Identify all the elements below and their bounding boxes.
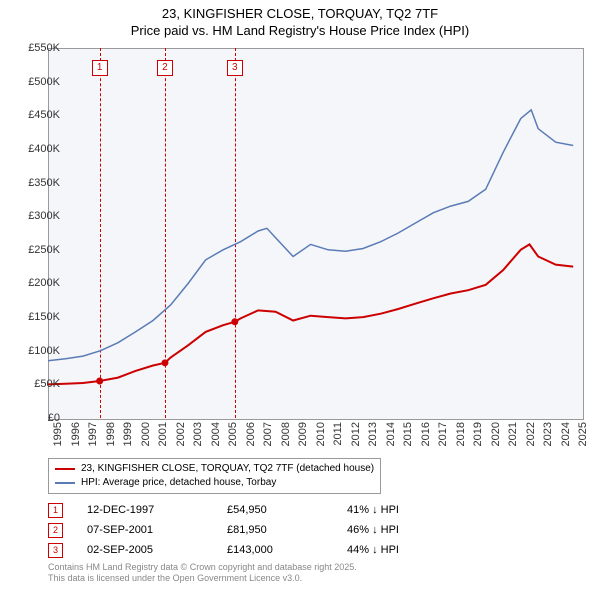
- event-marker-box: 1: [92, 60, 108, 76]
- event-table-row: 2 07-SEP-2001£81,95046% ↓ HPI: [48, 520, 457, 540]
- x-tick-label: 1995: [52, 422, 64, 456]
- event-price: £54,950: [227, 504, 347, 516]
- event-number-box: 1: [48, 503, 63, 518]
- x-tick-label: 2019: [472, 422, 484, 456]
- event-pct: 41% ↓ HPI: [347, 504, 457, 516]
- event-date: 12-DEC-1997: [87, 504, 227, 516]
- x-tick-label: 2014: [385, 422, 397, 456]
- x-tick-label: 2015: [402, 422, 414, 456]
- events-table: 1 12-DEC-1997£54,95041% ↓ HPI 2 07-SEP-2001…: [48, 500, 457, 560]
- y-tick-label: £450K: [18, 109, 60, 121]
- legend-swatch: [55, 468, 75, 470]
- x-tick-label: 2005: [227, 422, 239, 456]
- x-tick-label: 2012: [350, 422, 362, 456]
- x-tick-label: 2004: [210, 422, 222, 456]
- x-tick-label: 2021: [507, 422, 519, 456]
- x-tick-label: 2000: [140, 422, 152, 456]
- title-line1: 23, KINGFISHER CLOSE, TORQUAY, TQ2 7TF: [0, 6, 600, 23]
- event-number-box: 2: [48, 523, 63, 538]
- event-date: 02-SEP-2005: [87, 544, 227, 556]
- data-marker: [96, 378, 103, 385]
- y-tick-label: £350K: [18, 177, 60, 189]
- y-tick-label: £550K: [18, 42, 60, 54]
- x-tick-label: 2006: [245, 422, 257, 456]
- y-tick-label: £300K: [18, 210, 60, 222]
- x-tick-label: 2002: [175, 422, 187, 456]
- event-marker-box: 3: [227, 60, 243, 76]
- chart-lines: [48, 48, 582, 418]
- series-line: [48, 110, 573, 361]
- x-tick-label: 1998: [105, 422, 117, 456]
- legend-label: HPI: Average price, detached house, Torb…: [81, 476, 276, 490]
- legend-swatch: [55, 482, 75, 484]
- footer-line2: This data is licensed under the Open Gov…: [48, 573, 357, 584]
- x-tick-label: 2007: [262, 422, 274, 456]
- series-line: [48, 244, 573, 384]
- y-tick-label: £150K: [18, 311, 60, 323]
- y-tick-label: £100K: [18, 345, 60, 357]
- x-tick-label: 2011: [332, 422, 344, 456]
- x-tick-label: 2013: [367, 422, 379, 456]
- footer-line1: Contains HM Land Registry data © Crown c…: [48, 562, 357, 573]
- footer-attribution: Contains HM Land Registry data © Crown c…: [48, 562, 357, 584]
- x-tick-label: 2017: [437, 422, 449, 456]
- x-tick-label: 2001: [157, 422, 169, 456]
- x-tick-label: 2022: [525, 422, 537, 456]
- x-tick-label: 2018: [455, 422, 467, 456]
- legend-label: 23, KINGFISHER CLOSE, TORQUAY, TQ2 7TF (…: [81, 462, 374, 476]
- x-tick-label: 2020: [490, 422, 502, 456]
- y-tick-label: £250K: [18, 244, 60, 256]
- x-tick-label: 2025: [577, 422, 589, 456]
- data-marker: [231, 318, 238, 325]
- y-tick-label: £500K: [18, 76, 60, 88]
- event-table-row: 1 12-DEC-1997£54,95041% ↓ HPI: [48, 500, 457, 520]
- x-tick-label: 2023: [542, 422, 554, 456]
- y-tick-label: £50K: [18, 378, 60, 390]
- event-table-row: 3 02-SEP-2005£143,00044% ↓ HPI: [48, 540, 457, 560]
- x-tick-label: 2008: [280, 422, 292, 456]
- y-tick-label: £200K: [18, 277, 60, 289]
- event-date: 07-SEP-2001: [87, 524, 227, 536]
- x-tick-label: 2024: [560, 422, 572, 456]
- legend: 23, KINGFISHER CLOSE, TORQUAY, TQ2 7TF (…: [48, 458, 381, 494]
- event-price: £143,000: [227, 544, 347, 556]
- x-tick-label: 2003: [192, 422, 204, 456]
- x-tick-label: 2009: [297, 422, 309, 456]
- data-marker: [161, 359, 168, 366]
- event-number-box: 3: [48, 543, 63, 558]
- event-marker-box: 2: [157, 60, 173, 76]
- event-pct: 46% ↓ HPI: [347, 524, 457, 536]
- title-line2: Price paid vs. HM Land Registry's House …: [0, 23, 600, 40]
- chart-title: 23, KINGFISHER CLOSE, TORQUAY, TQ2 7TF P…: [0, 0, 600, 40]
- y-tick-label: £400K: [18, 143, 60, 155]
- x-tick-label: 1997: [87, 422, 99, 456]
- x-tick-label: 1996: [70, 422, 82, 456]
- legend-row: HPI: Average price, detached house, Torb…: [55, 476, 374, 490]
- legend-row: 23, KINGFISHER CLOSE, TORQUAY, TQ2 7TF (…: [55, 462, 374, 476]
- x-tick-label: 1999: [122, 422, 134, 456]
- event-pct: 44% ↓ HPI: [347, 544, 457, 556]
- x-tick-label: 2016: [420, 422, 432, 456]
- event-price: £81,950: [227, 524, 347, 536]
- x-tick-label: 2010: [315, 422, 327, 456]
- chart-container: 23, KINGFISHER CLOSE, TORQUAY, TQ2 7TF P…: [0, 0, 600, 590]
